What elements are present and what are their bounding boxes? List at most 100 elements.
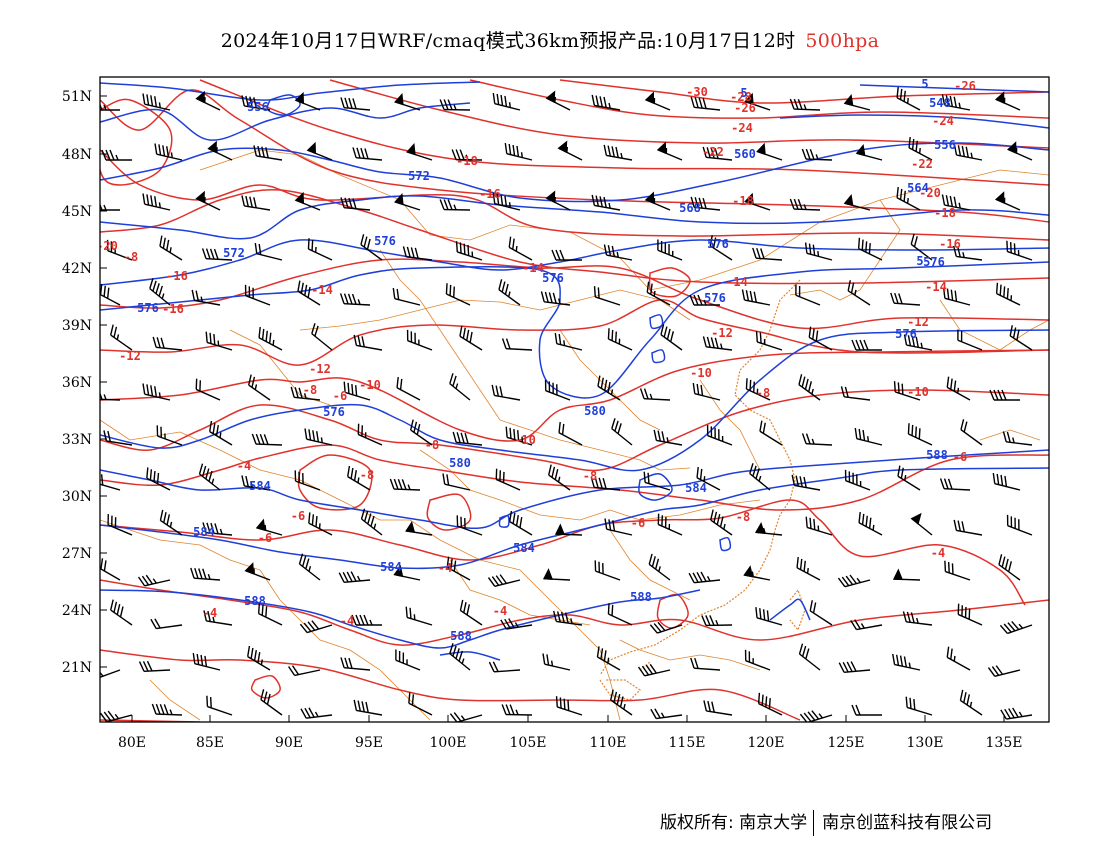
wind-barb xyxy=(759,420,783,446)
barb-full xyxy=(865,515,868,527)
barb-full xyxy=(504,618,511,629)
wind-barb xyxy=(942,287,971,306)
wind-barb xyxy=(957,329,983,351)
barb-full xyxy=(653,429,658,441)
wind-barb xyxy=(311,323,333,351)
barb-shaft xyxy=(244,105,271,111)
barb-shaft xyxy=(100,398,121,401)
barb-full xyxy=(957,603,960,615)
temperature-label: -16 xyxy=(166,269,188,283)
wind-barb xyxy=(554,523,583,536)
barb-shaft xyxy=(295,480,321,491)
barb-shaft xyxy=(255,443,283,446)
barb-full xyxy=(710,426,713,438)
barb-full xyxy=(607,381,611,393)
wind-barb xyxy=(100,710,133,722)
barb-full xyxy=(596,646,600,658)
barb-full xyxy=(103,711,112,722)
barb-shaft xyxy=(858,247,883,261)
barb-full xyxy=(657,430,662,442)
barb-full xyxy=(399,378,403,390)
wind-barb xyxy=(455,241,483,261)
barb-full xyxy=(501,281,506,293)
barb-full xyxy=(719,516,724,528)
height-closed-contour xyxy=(638,472,673,501)
barb-shaft xyxy=(361,518,383,536)
barb-pennant xyxy=(554,523,566,536)
barb-half xyxy=(566,146,569,153)
barb-shaft xyxy=(806,714,833,722)
barb-full xyxy=(307,238,310,250)
height-contour xyxy=(769,598,811,621)
barb-full xyxy=(154,96,158,107)
barb-full xyxy=(607,328,610,340)
barb-full xyxy=(350,571,357,582)
barb-full xyxy=(950,289,954,301)
barb-full xyxy=(759,420,763,432)
wind-barb xyxy=(743,565,771,581)
wind-barb xyxy=(137,574,171,587)
barb-shaft xyxy=(744,299,771,306)
barb-half xyxy=(508,102,511,108)
wind-barb xyxy=(838,661,871,673)
barb-half xyxy=(957,387,960,394)
barb-full xyxy=(799,713,808,722)
barb-half xyxy=(164,433,166,439)
barb-half xyxy=(1018,711,1023,717)
barb-half xyxy=(916,617,919,624)
wind-barb xyxy=(656,141,683,161)
wind-barb xyxy=(459,599,483,626)
wind-barb xyxy=(488,661,521,673)
lat-label: 45N xyxy=(62,204,92,220)
barb-shaft xyxy=(606,254,633,261)
barb-shaft xyxy=(207,705,233,716)
temperature-isotherm xyxy=(100,579,1049,646)
barb-full xyxy=(414,247,419,259)
barb-full xyxy=(459,242,462,254)
barb-full xyxy=(805,648,810,660)
barb-half xyxy=(906,197,909,204)
barb-shaft xyxy=(806,252,833,261)
barb-full xyxy=(505,426,508,438)
barb-half xyxy=(817,525,820,531)
barb-full xyxy=(646,281,650,293)
barb-full xyxy=(756,247,761,259)
temperature-isotherm xyxy=(329,79,1049,149)
barb-full xyxy=(107,514,109,525)
barb-shaft xyxy=(410,429,433,446)
temperature-label: -8 xyxy=(756,386,770,400)
barb-full xyxy=(405,606,408,618)
barb-full xyxy=(604,518,608,530)
wind-barb xyxy=(607,328,633,351)
wind-barb xyxy=(755,331,783,351)
barb-full xyxy=(949,195,954,207)
barb-full xyxy=(107,710,116,721)
barb-shaft xyxy=(494,394,521,401)
lat-label: 48N xyxy=(62,147,92,163)
barb-half xyxy=(357,477,360,483)
wind-barb xyxy=(396,377,421,401)
height-label: 5 xyxy=(740,86,747,100)
lon-label: 105E xyxy=(510,735,547,751)
barb-full xyxy=(338,572,345,583)
barb-full xyxy=(348,97,353,109)
lat-label: 39N xyxy=(62,318,92,334)
barb-full xyxy=(449,284,452,296)
lat-label: 36N xyxy=(62,375,92,391)
barb-full xyxy=(492,661,499,672)
wind-barb xyxy=(159,509,183,536)
lat-label: 21N xyxy=(62,660,92,676)
barb-full xyxy=(298,553,304,565)
barb-full xyxy=(156,425,159,437)
wind-barb xyxy=(960,419,983,446)
barb-half xyxy=(116,334,120,340)
barb-full xyxy=(953,519,958,531)
barb-full xyxy=(245,95,249,107)
barb-full xyxy=(744,649,747,661)
barb-full xyxy=(508,236,512,248)
barb-shaft xyxy=(895,391,921,401)
barb-full xyxy=(150,95,154,107)
wind-barb xyxy=(106,239,133,261)
barb-full xyxy=(851,704,857,716)
wind-barb xyxy=(709,235,733,261)
